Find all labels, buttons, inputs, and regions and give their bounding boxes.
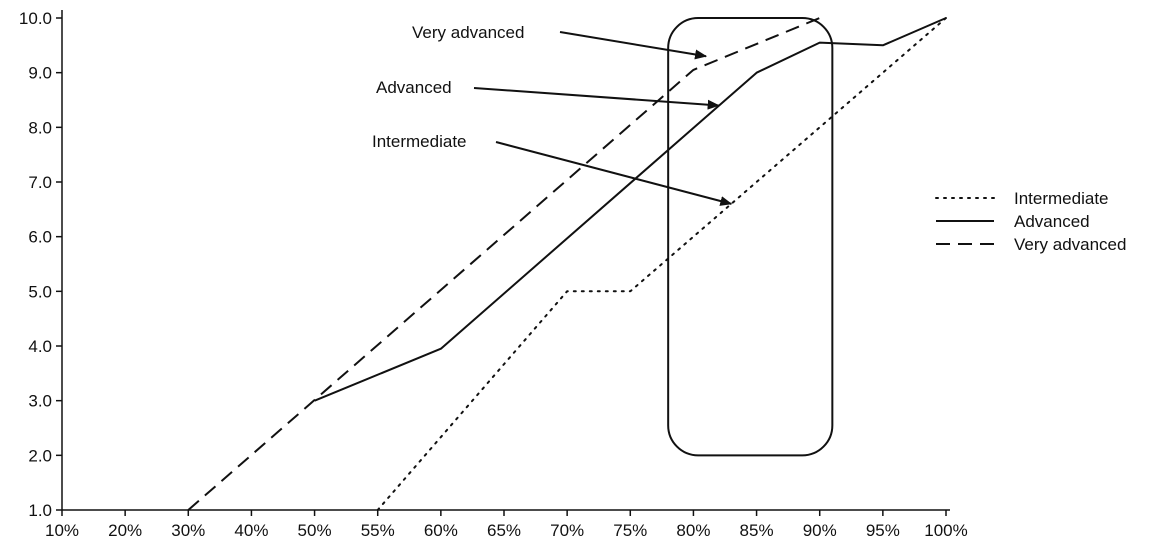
series-line-intermediate xyxy=(378,18,946,510)
x-tick-label: 70% xyxy=(550,521,584,540)
x-tick-label: 20% xyxy=(108,521,142,540)
x-tick-label: 80% xyxy=(676,521,710,540)
series-line-very-advanced xyxy=(188,18,819,510)
annotation-arrow xyxy=(474,88,719,105)
x-tick-label: 75% xyxy=(613,521,647,540)
x-tick-label: 90% xyxy=(803,521,837,540)
y-tick-label: 10.0 xyxy=(19,9,52,28)
annotation-layer: Very advanced Advanced Intermediate xyxy=(372,23,731,204)
x-tick-label: 50% xyxy=(298,521,332,540)
x-tick-label: 10% xyxy=(45,521,79,540)
x-tick-label: 55% xyxy=(361,521,395,540)
x-tick-label: 95% xyxy=(866,521,900,540)
y-tick-label: 7.0 xyxy=(28,173,52,192)
annotation-arrow xyxy=(496,142,731,204)
y-tick-label: 2.0 xyxy=(28,446,52,465)
y-tick-label: 8.0 xyxy=(28,118,52,137)
y-tick-label: 1.0 xyxy=(28,501,52,520)
highlight-region xyxy=(668,18,832,455)
x-tick-label: 100% xyxy=(924,521,967,540)
y-tick-label: 9.0 xyxy=(28,64,52,83)
x-tick-label: 30% xyxy=(171,521,205,540)
highlight-box xyxy=(668,18,832,455)
series-line-advanced xyxy=(315,18,946,401)
y-tick-label: 4.0 xyxy=(28,337,52,356)
y-tick-label: 6.0 xyxy=(28,228,52,247)
legend-label: Intermediate xyxy=(1014,189,1109,208)
annotation-label: Advanced xyxy=(376,78,452,97)
y-tick-label: 5.0 xyxy=(28,282,52,301)
legend-label: Very advanced xyxy=(1014,235,1126,254)
legend-label: Advanced xyxy=(1014,212,1090,231)
annotation-label: Intermediate xyxy=(372,132,467,151)
y-tick-label: 3.0 xyxy=(28,392,52,411)
annotation-label: Very advanced xyxy=(412,23,524,42)
x-tick-label: 40% xyxy=(234,521,268,540)
legend: Intermediate Advanced Very advanced xyxy=(936,189,1126,254)
x-tick-label: 85% xyxy=(740,521,774,540)
x-tick-label: 65% xyxy=(487,521,521,540)
annotation-arrow xyxy=(560,32,706,56)
x-tick-label: 60% xyxy=(424,521,458,540)
